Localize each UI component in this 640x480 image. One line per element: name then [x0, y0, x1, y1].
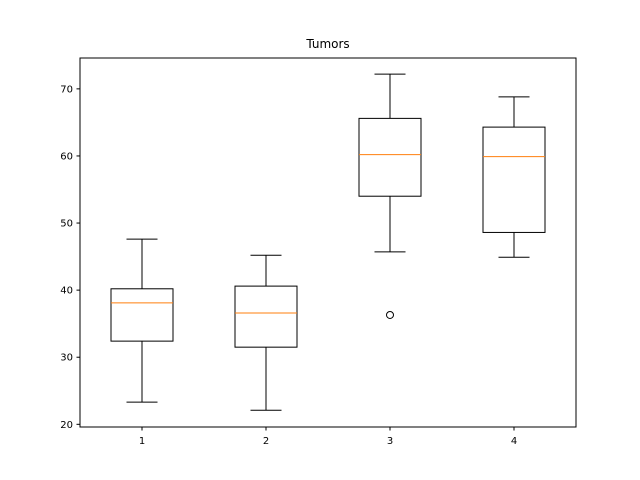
y-tick-label: 20 — [60, 420, 73, 431]
plot-area: 20 30 40 50 60 70 1 2 3 4 — [60, 73, 546, 447]
box-2 — [234, 285, 298, 348]
plot-frame — [79, 57, 577, 428]
y-tick-label: 70 — [60, 84, 73, 95]
x-tick-label: 4 — [511, 436, 517, 447]
chart-title: Tumors — [305, 37, 349, 51]
box-3 — [358, 117, 422, 197]
box-1 — [110, 288, 174, 342]
y-tick-label: 60 — [60, 151, 73, 162]
y-tick-label: 50 — [60, 219, 73, 230]
x-tick-label: 3 — [387, 436, 393, 447]
x-tick-label: 1 — [139, 436, 145, 447]
x-tick-label: 2 — [263, 436, 269, 447]
outlier-point — [386, 310, 394, 319]
y-tick-label: 30 — [60, 353, 73, 364]
box-4 — [482, 126, 546, 233]
y-tick-label: 40 — [60, 286, 73, 297]
